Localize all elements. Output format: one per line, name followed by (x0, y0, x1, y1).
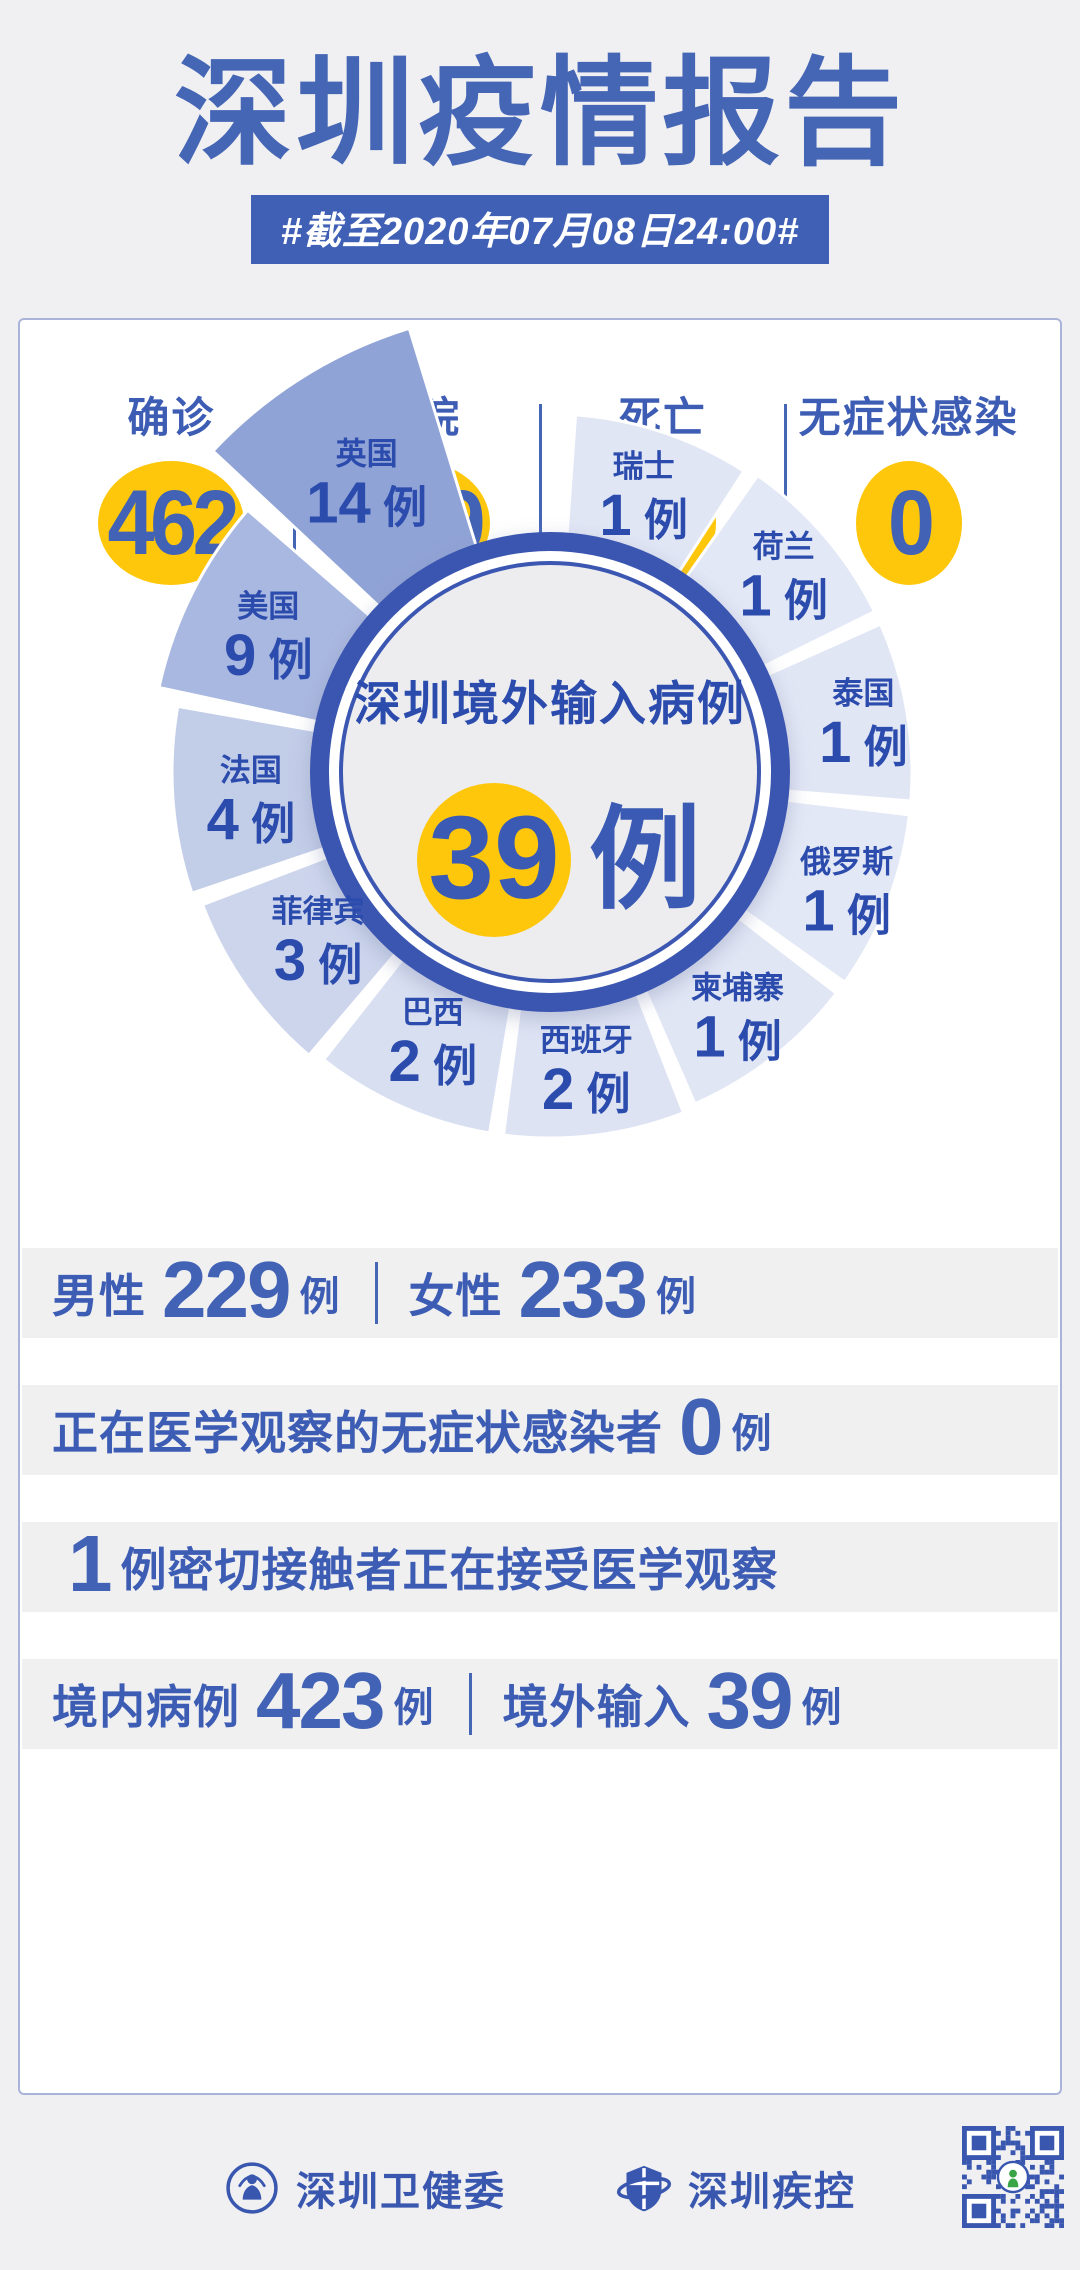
chart-total-highlight (417, 783, 571, 937)
slice-label-name-西班牙: 西班牙 (540, 1023, 633, 1058)
slice-label-value-美国: 9 例 (224, 623, 313, 688)
org-cdc: 深圳疾控 (616, 2159, 856, 2217)
row-segment: 女性 (408, 1270, 503, 1322)
detail-row-2: 正在医学观察的无症状感染者 0 例 (22, 1382, 1058, 1475)
row-segment: 1 (68, 1519, 112, 1608)
org-health-commission: 深圳卫健委 (224, 2159, 506, 2217)
row-segment: 例 (801, 1686, 842, 1730)
row-segment: 39 (706, 1656, 793, 1745)
chart-total-number: 39 (428, 792, 559, 924)
health-commission-emblem-icon (226, 2162, 278, 2214)
stat-divider (538, 403, 542, 576)
row-segment: 境内病例 (52, 1681, 240, 1733)
row-segment: 0 (679, 1382, 723, 1471)
date-badge-wrap: #截至2020年07月08日24:00# (0, 195, 1080, 265)
slice-label-value-菲律宾: 3 例 (274, 928, 363, 993)
row-segment: 例 (731, 1412, 772, 1456)
slice-label-name-英国: 英国 (336, 437, 398, 472)
detail-row-1: 男性 229 例女性 233 例 (22, 1245, 1058, 1338)
slice-label-name-菲律宾: 菲律宾 (272, 894, 365, 929)
stat-value-bubble: 0 (855, 461, 962, 585)
row-segment: 423 (256, 1656, 385, 1745)
row-segment: 例 (655, 1275, 696, 1319)
stat-value: 0 (887, 471, 934, 574)
page-title: 深圳疫情报告 (173, 48, 906, 180)
cdc-shield-icon (616, 2165, 672, 2212)
stat-label: 无症状感染 (798, 394, 1019, 441)
row-segment: 例密切接触者正在接受医学观察 (120, 1544, 779, 1596)
detail-rows: 男性 229 例女性 233 例正在医学观察的无症状感染者 0 例 1 例密切接触者正在接受医学… (0, 1245, 1080, 1796)
org-name: 深圳卫健委 (296, 2170, 506, 2214)
slice-label-value-泰国: 1 例 (819, 710, 908, 775)
slice-label-name-美国: 美国 (237, 589, 299, 624)
row-segment: 229 (162, 1245, 291, 1334)
row-segment: 男性 (52, 1270, 146, 1322)
org-name: 深圳疾控 (688, 2170, 856, 2214)
chart-title: 深圳境外输入病例 (354, 677, 746, 730)
stat-label: 确诊 (127, 394, 216, 441)
slice-label-name-俄罗斯: 俄罗斯 (799, 845, 893, 880)
slice-label-value-俄罗斯: 1 例 (802, 879, 891, 944)
slice-label-name-瑞士: 瑞士 (613, 449, 675, 484)
date-badge: #截至2020年07月08日24:00# (250, 195, 830, 265)
imported-cases-chart: 深圳境外输入病例 39 例瑞士 1 例荷兰 1 例泰国 1 例俄罗斯 1 例柬埔寨 1 例西班… (70, 326, 970, 1190)
slice-label-value-西班牙: 2 例 (542, 1057, 631, 1122)
row-segment: 正在医学观察的无症状感染者 (52, 1407, 663, 1459)
stat-item-无症状感染: 无症状感染 0 (787, 384, 1030, 585)
slice-label-value-英国: 14 例 (306, 471, 427, 536)
detail-row-3: 1 例密切接触者正在接受医学观察 (22, 1519, 1058, 1612)
slice-label-name-法国: 法国 (220, 753, 282, 788)
row-segment: 233 (518, 1245, 647, 1334)
slice-label-value-巴西: 2 例 (388, 1029, 477, 1094)
slice-label-name-巴西: 巴西 (402, 995, 464, 1030)
slice-label-name-泰国: 泰国 (832, 676, 894, 711)
qr-code (962, 2126, 1064, 2228)
stat-divider (784, 403, 788, 576)
row-segment: 境外输入 (502, 1681, 691, 1733)
row-segment: 例 (299, 1275, 340, 1319)
slice-label-value-荷兰: 1 例 (739, 563, 828, 628)
footer: 深圳卫健委 深圳疾控 (0, 2128, 1080, 2248)
detail-row-4: 境内病例 423 例境外输入 39 例 (22, 1656, 1058, 1749)
row-divider (469, 1673, 473, 1735)
slice-label-name-柬埔寨: 柬埔寨 (691, 971, 784, 1006)
slice-label-name-荷兰: 荷兰 (753, 529, 815, 564)
slice-label-value-柬埔寨: 1 例 (693, 1005, 782, 1070)
row-segment: 例 (393, 1686, 434, 1730)
chart-total-unit: 例 (589, 797, 701, 922)
slice-label-value-瑞士: 1 例 (599, 483, 688, 548)
row-divider (375, 1262, 379, 1324)
slice-label-value-法国: 4 例 (207, 787, 296, 852)
